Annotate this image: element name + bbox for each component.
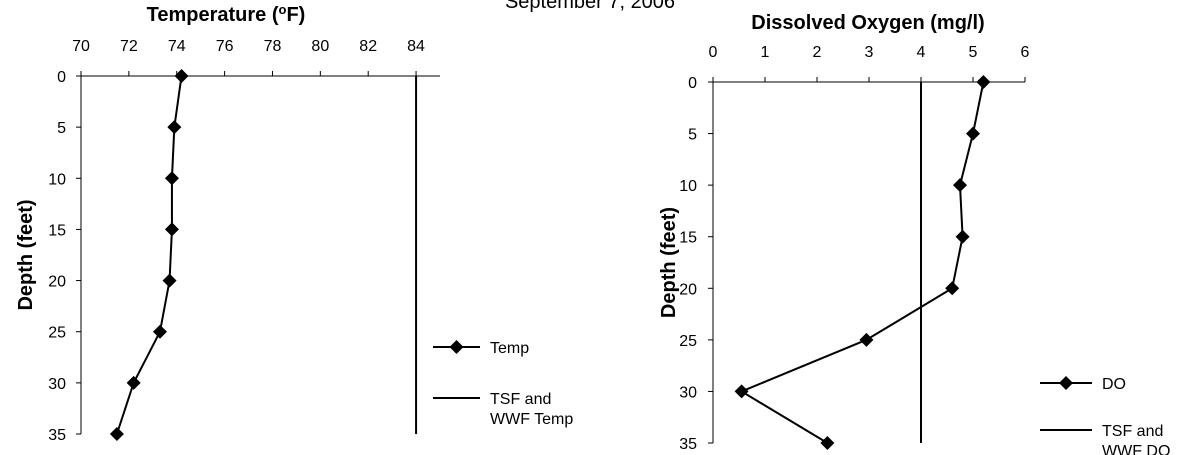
y-tick-label: 25 — [679, 333, 697, 350]
y-tick-label: 15 — [48, 222, 66, 239]
y-tick-label: 15 — [679, 230, 697, 247]
y-tick-label: 0 — [688, 75, 697, 92]
x-tick-label: 5 — [969, 44, 978, 61]
series-line — [115, 75, 183, 435]
x-axis-title: Dissolved Oxygen (mg/l) — [751, 12, 984, 34]
legend-series-label: DO — [1102, 376, 1126, 393]
data-point — [162, 273, 177, 288]
x-tick-label: 0 — [709, 44, 718, 61]
x-tick-label: 3 — [865, 44, 874, 61]
series-line — [739, 81, 985, 444]
data-point — [109, 427, 124, 441]
x-tick-label: 78 — [264, 38, 282, 55]
x-tick-label: 82 — [359, 38, 377, 55]
y-tick-label: 5 — [57, 120, 66, 137]
data-point — [174, 69, 189, 83]
data-point — [966, 126, 980, 141]
y-tick-label: 10 — [48, 171, 66, 188]
data-point — [164, 171, 179, 186]
data-point — [859, 332, 874, 347]
x-tick-label: 2 — [813, 44, 822, 61]
x-tick-label: 1 — [761, 44, 770, 61]
legend-series-label: Temp — [490, 340, 529, 357]
x-tick-label: 70 — [72, 38, 90, 55]
chart-1: 70 72 74 76 78 80 82 84 0 5 10 15 20 25 30 35 Temperatur… — [15, 2, 573, 444]
y-tick-label: 25 — [48, 325, 66, 342]
y-tick-label: 5 — [688, 127, 697, 144]
y-tick-label: 10 — [679, 178, 697, 195]
legend-reference-label: TSF and WWF Temp — [490, 391, 573, 428]
chart-2: 0 1 2 3 4 5 6 0 5 10 15 20 25 30 35 Dissolved Oxygen (m… — [658, 12, 1170, 455]
x-tick-label: 74 — [168, 38, 186, 55]
data-point — [126, 375, 141, 390]
x-tick-label: 84 — [407, 38, 425, 55]
y-tick-label: 0 — [57, 69, 66, 86]
data-point — [164, 222, 179, 237]
page-title: September 7, 2006 — [504, 0, 676, 13]
y-tick-label: 30 — [679, 384, 697, 401]
y-axis-title: Depth (feet) — [15, 199, 37, 310]
x-tick-label: 6 — [1021, 44, 1030, 61]
legend-series-marker — [449, 340, 464, 354]
x-tick-label: 4 — [917, 44, 926, 61]
x-tick-label: 76 — [216, 38, 234, 55]
data-point — [734, 384, 749, 399]
legend-reference-label: TSF and WWF DO — [1102, 423, 1170, 455]
legend-series-marker — [1059, 376, 1073, 390]
y-tick-label: 30 — [48, 376, 66, 393]
data-point — [820, 436, 835, 450]
x-tick-label: 80 — [311, 38, 329, 55]
y-tick-label: 35 — [679, 436, 697, 453]
y-tick-label: 20 — [48, 274, 66, 291]
data-point — [152, 324, 167, 339]
y-tick-label: 35 — [48, 427, 66, 444]
data-point — [953, 178, 967, 193]
y-tick-label: 20 — [679, 281, 697, 298]
data-point — [955, 229, 970, 244]
data-point — [945, 281, 960, 296]
y-axis-title: Depth (feet) — [658, 207, 680, 318]
x-axis-title: Temperature (oF) — [147, 2, 306, 26]
x-tick-label: 72 — [120, 38, 138, 55]
data-point — [976, 75, 991, 89]
data-point — [167, 120, 182, 135]
